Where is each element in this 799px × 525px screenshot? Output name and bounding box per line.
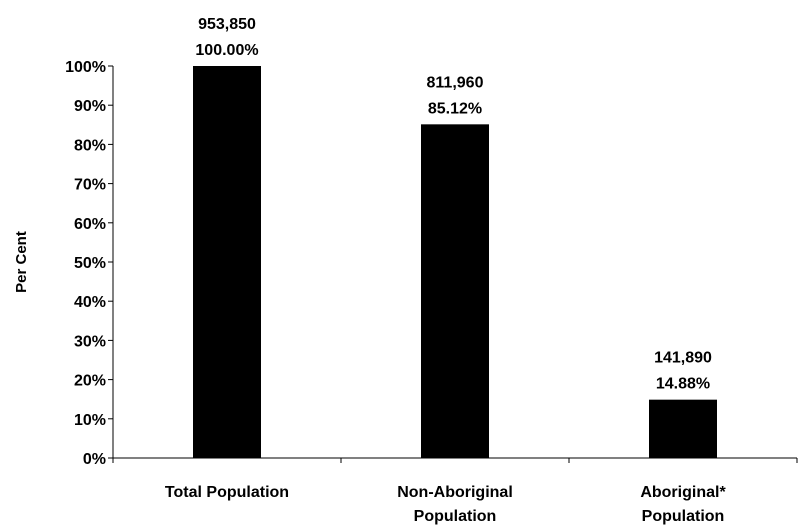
y-tick-label: 50% [74,255,106,272]
y-axis-title: Per Cent [13,231,30,293]
y-tick-label: 90% [74,98,106,115]
y-tick-label: 70% [74,177,106,194]
y-tick-label: 30% [74,333,106,350]
y-tick-label: 60% [74,216,106,233]
count-label: 811,960 [427,74,484,91]
value-label: 100.00% [195,42,258,59]
y-tick-label: 20% [74,373,106,390]
count-label: 953,850 [198,16,256,33]
y-tick-label: 40% [74,294,106,311]
bar [421,124,489,459]
x-tick-label: Aboriginal* Population [640,484,726,525]
y-tick-label: 0% [83,451,106,468]
y-tick-label: 100% [65,59,106,76]
bars [193,66,717,459]
y-axis: 0% 10% 20% 30% 40% 50% 60% 70% 80% 90% 100% [65,59,114,468]
count-label: 141,890 [654,350,712,367]
data-labels: 100.00% 953,850 85.12% 811,960 14.88% 141,890 [195,16,712,393]
y-tick-label: 80% [74,137,106,154]
value-label: 85.12% [428,100,482,117]
x-axis: Total Population Non-Aboriginal Population… [112,457,798,525]
bar [193,66,261,458]
y-tick-label: 10% [74,412,106,429]
x-tick-label: Total Population [165,484,289,501]
value-label: 14.88% [656,376,710,393]
x-tick-label: Non-Aboriginal Population [397,484,513,525]
bar [649,399,717,458]
